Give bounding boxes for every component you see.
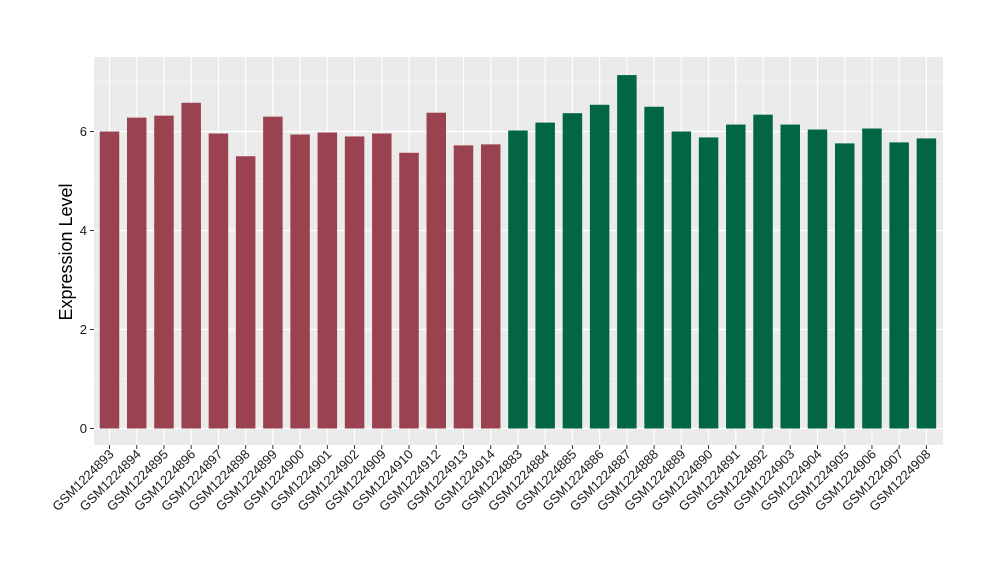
bar (834, 143, 855, 429)
bar (208, 133, 229, 429)
bar (780, 124, 800, 429)
bar (535, 122, 555, 429)
bar (317, 132, 338, 429)
bar (154, 115, 174, 429)
bar (862, 128, 882, 429)
bar (344, 136, 365, 429)
bar (671, 131, 692, 429)
y-tick-label: 6 (80, 124, 87, 139)
bar (562, 113, 583, 429)
y-tick-label: 2 (80, 322, 87, 337)
y-tick-label: 4 (80, 223, 87, 238)
bar (726, 124, 746, 429)
bar (426, 112, 447, 429)
bar (589, 104, 610, 429)
bar (807, 129, 828, 429)
bar (698, 137, 719, 429)
y-tick-label: 0 (80, 421, 87, 436)
bar (126, 117, 147, 429)
bar (99, 131, 120, 429)
bar (753, 114, 773, 429)
bar (453, 145, 474, 429)
bar (617, 75, 637, 429)
bar (916, 138, 937, 429)
bar (644, 106, 664, 429)
bar (290, 134, 310, 429)
y-axis-title: Expression Level (56, 183, 76, 320)
bar (235, 156, 256, 429)
bar (508, 130, 528, 429)
bar (399, 152, 419, 429)
bar (181, 102, 201, 429)
bar (480, 144, 501, 429)
bar (889, 142, 909, 429)
bar (372, 133, 392, 429)
bar (263, 116, 283, 429)
